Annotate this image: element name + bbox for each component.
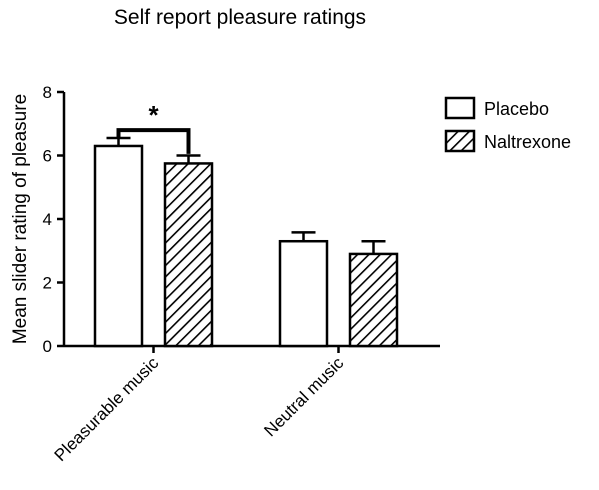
legend-label-placebo: Placebo	[484, 99, 549, 119]
chart-title: Self report pleasure ratings	[114, 6, 366, 29]
category-label: Neutral music	[260, 353, 347, 440]
bars	[93, 144, 399, 348]
bar-placebo-1	[93, 144, 144, 348]
legend: Placebo Naltrexone	[444, 96, 571, 153]
y-tick-label: 2	[43, 274, 52, 293]
significance-annotation: *	[116, 100, 191, 154]
error-bars	[106, 136, 386, 254]
y-tick-label: 0	[43, 337, 52, 356]
category-label: Pleasurable music	[51, 353, 163, 465]
legend-label-naltrexone: Naltrexone	[484, 132, 571, 152]
significance-bracket	[116, 128, 191, 154]
y-tick-label: 4	[43, 210, 52, 229]
y-tick-label: 6	[43, 147, 52, 166]
bar-naltrexone-2	[348, 252, 399, 348]
legend-swatch-placebo	[444, 96, 476, 120]
y-axis-label: Mean slider rating of pleasure	[10, 94, 31, 344]
category-labels: Pleasurable music Neutral music	[51, 346, 348, 465]
legend-swatch-naltrexone	[444, 129, 476, 153]
bar-placebo-2	[278, 239, 329, 348]
significance-star: *	[148, 100, 159, 130]
bar-naltrexone-1	[163, 162, 214, 348]
y-tick-label: 8	[43, 83, 52, 102]
